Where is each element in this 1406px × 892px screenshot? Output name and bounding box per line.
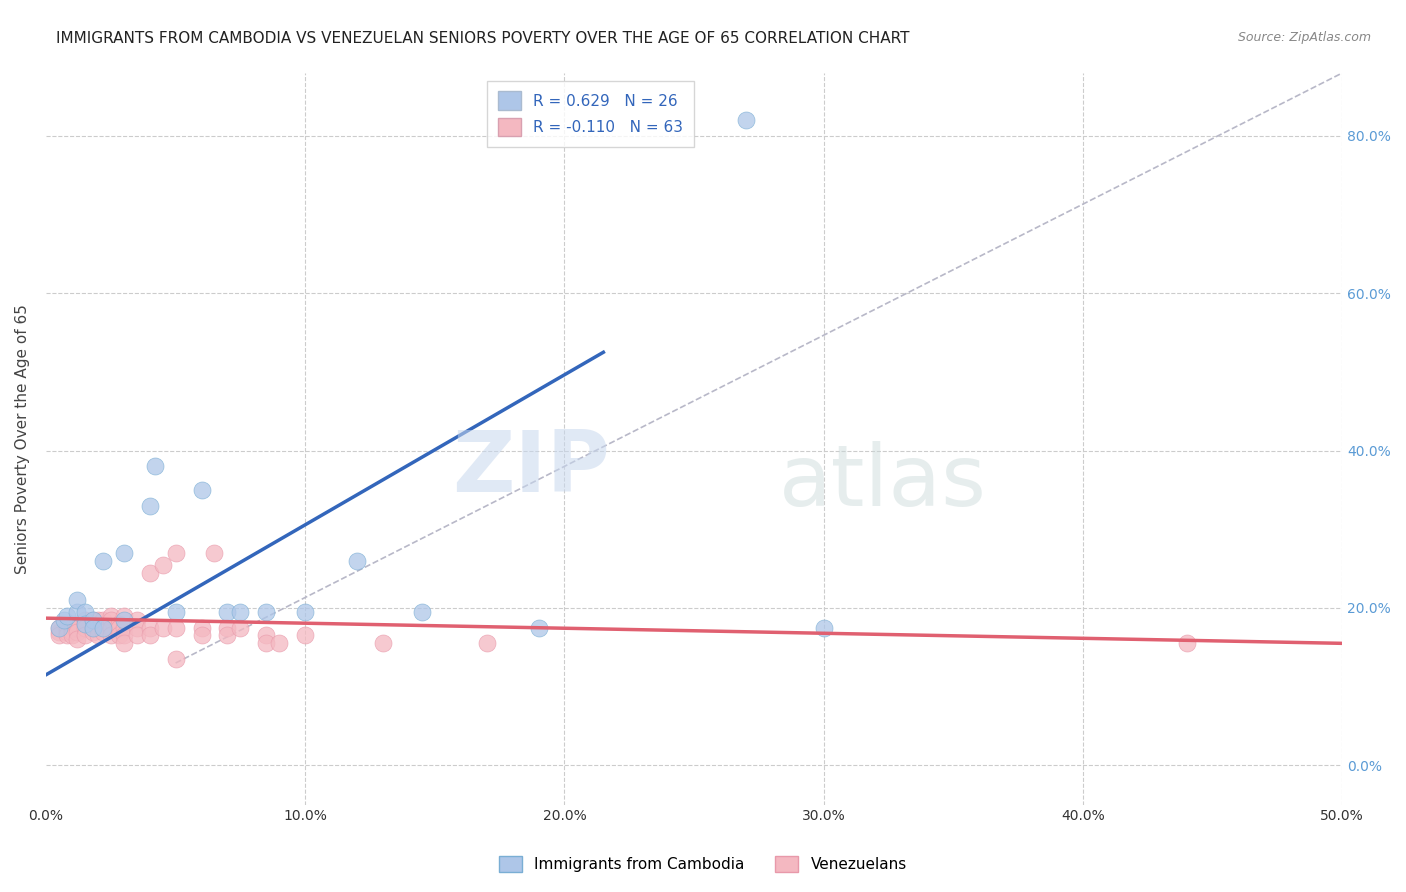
Point: [82, 613, 104, 627]
Point: [112, 608, 135, 623]
Point: [82, 621, 104, 635]
Point: [1175, 636, 1198, 650]
Point: [527, 621, 550, 635]
Point: [125, 621, 148, 635]
Point: [371, 636, 394, 650]
Point: [190, 628, 212, 642]
Point: [152, 621, 174, 635]
Point: [87, 613, 110, 627]
Point: [152, 558, 174, 572]
Point: [112, 613, 135, 627]
Point: [55, 608, 77, 623]
Point: [91, 624, 114, 639]
Point: [91, 554, 114, 568]
Point: [112, 546, 135, 560]
Point: [269, 636, 291, 650]
Point: [813, 621, 835, 635]
Point: [66, 624, 89, 639]
Point: [73, 613, 96, 627]
Point: [294, 628, 316, 642]
Point: [254, 636, 277, 650]
Text: atlas: atlas: [779, 442, 987, 524]
Point: [138, 499, 160, 513]
Point: [55, 628, 77, 642]
Point: [112, 621, 135, 635]
Point: [165, 621, 187, 635]
Point: [87, 616, 110, 631]
Point: [55, 624, 77, 639]
Point: [107, 621, 129, 635]
Text: IMMIGRANTS FROM CAMBODIA VS VENEZUELAN SENIORS POVERTY OVER THE AGE OF 65 CORREL: IMMIGRANTS FROM CAMBODIA VS VENEZUELAN S…: [56, 31, 910, 46]
Point: [55, 621, 77, 635]
Point: [60, 621, 83, 635]
Point: [48, 621, 70, 635]
Point: [60, 616, 83, 631]
Point: [66, 616, 89, 631]
Point: [100, 621, 122, 635]
Point: [217, 621, 239, 635]
Point: [165, 546, 187, 560]
Point: [411, 605, 433, 619]
Point: [294, 605, 316, 619]
Point: [66, 621, 89, 635]
Point: [112, 628, 135, 642]
Point: [138, 628, 160, 642]
Point: [73, 616, 96, 631]
Point: [229, 605, 252, 619]
Point: [107, 628, 129, 642]
Point: [82, 624, 104, 639]
Text: ZIP: ZIP: [453, 426, 610, 509]
Point: [60, 628, 83, 642]
Legend: R = 0.629   N = 26, R = -0.110   N = 63: R = 0.629 N = 26, R = -0.110 N = 63: [486, 80, 693, 147]
Point: [53, 613, 76, 627]
Point: [346, 554, 368, 568]
Point: [190, 621, 212, 635]
Point: [48, 628, 70, 642]
Point: [735, 113, 758, 128]
Point: [87, 628, 110, 642]
Point: [73, 605, 96, 619]
Point: [165, 605, 187, 619]
Point: [217, 605, 239, 619]
Point: [100, 608, 122, 623]
Point: [165, 652, 187, 666]
Point: [217, 628, 239, 642]
Point: [100, 628, 122, 642]
Point: [91, 621, 114, 635]
Point: [254, 628, 277, 642]
Text: Source: ZipAtlas.com: Source: ZipAtlas.com: [1237, 31, 1371, 45]
Point: [66, 632, 89, 647]
Point: [143, 459, 166, 474]
Legend: Immigrants from Cambodia, Venezuelans: Immigrants from Cambodia, Venezuelans: [492, 848, 914, 880]
Point: [100, 613, 122, 627]
Point: [73, 616, 96, 631]
Point: [125, 613, 148, 627]
Point: [82, 613, 104, 627]
Point: [66, 605, 89, 619]
Point: [138, 621, 160, 635]
Point: [60, 624, 83, 639]
Point: [66, 593, 89, 607]
Point: [254, 605, 277, 619]
Point: [475, 636, 498, 650]
Point: [82, 621, 104, 635]
Point: [229, 621, 252, 635]
Point: [87, 621, 110, 635]
Point: [73, 628, 96, 642]
Point: [204, 546, 226, 560]
Point: [112, 636, 135, 650]
Point: [190, 483, 212, 497]
Point: [125, 628, 148, 642]
Point: [107, 616, 129, 631]
Point: [91, 613, 114, 627]
Y-axis label: Seniors Poverty Over the Age of 65: Seniors Poverty Over the Age of 65: [15, 304, 30, 574]
Point: [73, 621, 96, 635]
Point: [48, 624, 70, 639]
Point: [91, 621, 114, 635]
Point: [48, 621, 70, 635]
Point: [138, 566, 160, 580]
